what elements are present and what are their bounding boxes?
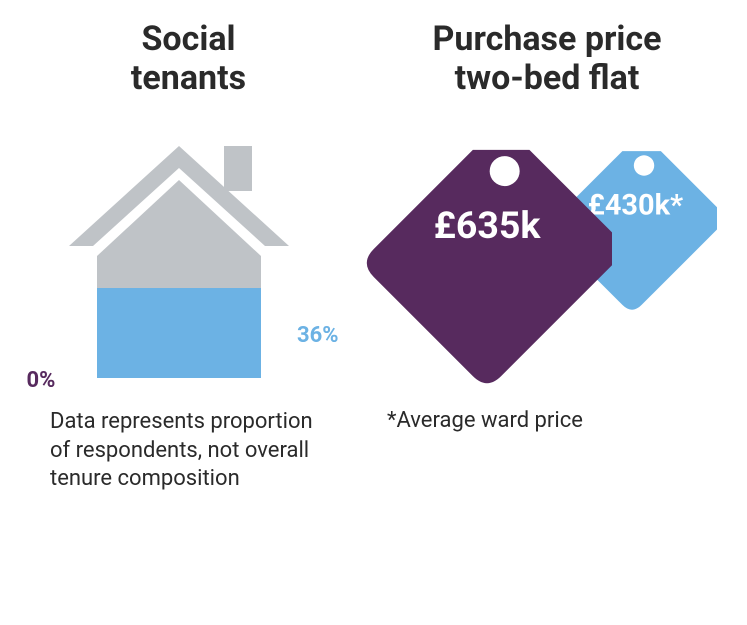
social-tenants-caption: Data represents proportion of respondent… xyxy=(50,408,330,494)
title-line: two-bed flat xyxy=(455,58,640,98)
price-tag-primary: £635k xyxy=(362,138,612,388)
percent-left-label: 0% xyxy=(27,368,56,393)
title-line: Social xyxy=(141,19,235,59)
price-tags: £430k* £635k xyxy=(377,128,717,408)
chimney xyxy=(224,146,252,191)
house-chart: 36% 0% xyxy=(49,128,329,388)
purchase-price-title: Purchase price two-bed flat xyxy=(433,20,662,98)
purchase-price-panel: Purchase price two-bed flat £430k* £635k… xyxy=(362,20,717,605)
title-line: tenants xyxy=(131,58,246,98)
percent-right-label: 36% xyxy=(297,323,339,348)
title-line: Purchase price xyxy=(433,19,662,59)
purchase-price-footnote: *Average ward price xyxy=(387,408,583,433)
price-tag-primary-label: £635k xyxy=(434,204,542,248)
house-fill xyxy=(97,288,261,378)
social-tenants-panel: Social tenants 36% 0% Data represents pr… xyxy=(30,20,362,605)
social-tenants-title: Social tenants xyxy=(131,20,246,98)
house-icon xyxy=(49,128,329,388)
